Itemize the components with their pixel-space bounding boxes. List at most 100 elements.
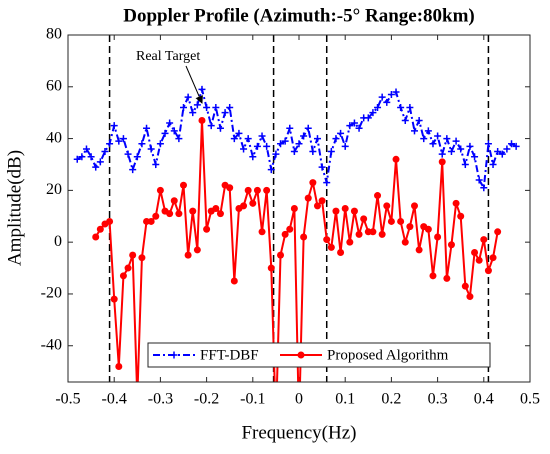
y-tick-label: 40 [46,129,62,146]
marker [267,264,275,272]
marker [198,116,206,124]
marker [318,163,326,171]
marker [341,142,349,150]
marker [346,122,354,130]
x-axis-label: Frequency(Hz) [241,422,356,443]
marker [503,145,511,153]
marker [471,153,479,161]
marker [378,93,386,101]
marker [364,114,372,122]
y-tick-label: -20 [41,285,62,302]
marker [309,148,317,156]
marker [92,163,100,171]
marker [106,217,114,225]
y-axis-label: Amplitude(dB) [4,150,25,266]
marker [401,116,409,124]
axes-box [67,34,531,383]
marker [318,197,326,205]
marker [78,153,86,161]
marker [457,212,465,220]
y-tick-label: 20 [46,181,62,198]
marker [286,124,294,132]
x-tick-label: 0.5 [520,391,540,408]
series-line [94,120,499,382]
x-tick-label: -0.1 [240,391,265,408]
marker [73,155,81,163]
marker [212,104,220,112]
marker [221,109,229,117]
marker [369,109,377,117]
y-tick-label: 0 [54,233,62,250]
marker [226,184,234,192]
marker [267,166,275,174]
x-tick-label: -0.5 [55,391,80,408]
marker [110,295,118,303]
marker [350,119,358,127]
legend-label: Proposed Algorithm [327,347,449,363]
x-tick-label: 0.4 [474,391,494,408]
marker [411,127,418,135]
marker [244,186,252,194]
marker [198,85,206,93]
marker [443,274,451,282]
marker [429,140,437,148]
marker [337,129,345,137]
marker [438,150,446,158]
marker [350,207,358,215]
marker [374,192,382,200]
marker [392,155,400,163]
marker [152,160,160,168]
marker [253,186,261,194]
marker [290,205,298,212]
marker [411,202,418,210]
marker [397,217,405,225]
marker [226,104,234,112]
marker [156,140,164,148]
marker [152,212,160,220]
marker [216,210,224,218]
marker [332,135,340,143]
marker [447,241,455,249]
marker [387,217,395,225]
annotation: Real Target [136,49,200,64]
marker [124,264,132,272]
marker [494,228,502,236]
marker [415,246,423,254]
marker [230,277,238,285]
x-tick-label: -0.2 [194,391,219,408]
marker [387,91,395,99]
marker [475,256,483,264]
marker [452,137,460,145]
marker [203,225,211,233]
marker [489,254,497,262]
series-line [76,85,517,191]
marker [327,148,335,156]
marker [397,104,405,112]
marker [263,186,271,194]
marker [143,124,151,132]
marker [452,199,460,207]
annotation-arrow [185,65,203,104]
marker [323,236,331,244]
y-tick-label: -40 [41,336,62,353]
marker [429,272,437,280]
y-tick-label: 60 [46,77,62,94]
marker [327,243,335,251]
marker [180,104,187,112]
marker [249,199,257,207]
marker [82,145,90,153]
marker [147,217,155,225]
marker [258,228,266,236]
marker [272,150,280,158]
marker [420,135,428,143]
marker [494,148,502,156]
marker [434,132,442,140]
marker [457,145,465,153]
marker [175,135,183,143]
marker [447,148,455,156]
marker [355,124,363,132]
marker [295,140,303,148]
x-tick-label: -0.3 [148,391,173,408]
marker [508,140,516,148]
